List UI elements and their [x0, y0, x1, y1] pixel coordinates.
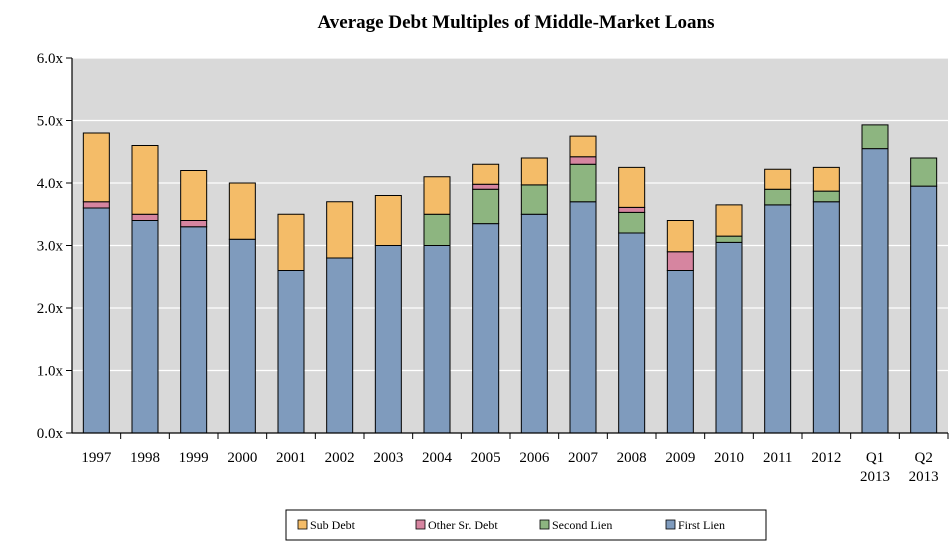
x-axis-ticks: 1997 1998 1999 2000 2001 2002 2003 2004 2005 2006…	[81, 433, 949, 485]
bar-segment	[666, 220, 694, 253]
bar-segment	[764, 188, 792, 206]
x-tick-label: Q2	[914, 450, 932, 466]
y-tick-label: 3.0x	[37, 239, 64, 255]
bar-segment	[618, 206, 646, 213]
y-tick-label: 0.0x	[37, 426, 64, 442]
legend-swatch	[415, 519, 426, 530]
bar-segment	[569, 201, 597, 434]
bar-segment	[423, 176, 451, 215]
bar-segment	[812, 201, 840, 434]
bar-segment	[618, 166, 646, 208]
bar-segment	[715, 241, 743, 434]
bar-segment	[812, 166, 840, 192]
bar-segment	[472, 223, 500, 434]
legend: Sub Debt Other Sr. Debt Second Lien First L…	[285, 509, 767, 541]
x-tick-label: 2008	[617, 450, 647, 466]
x-tick-label: 2004	[422, 450, 453, 466]
bar-segment	[374, 195, 402, 246]
legend-label: First Lien	[678, 518, 725, 532]
legend-label: Second Lien	[552, 518, 612, 532]
chart-title: Average Debt Multiples of Middle-Market …	[317, 12, 714, 33]
x-tick-label: 2007	[568, 450, 599, 466]
bar-segment	[82, 201, 110, 209]
bar-segment	[277, 270, 305, 434]
x-tick-label: 2006	[519, 450, 550, 466]
legend-label: Other Sr. Debt	[428, 518, 498, 532]
x-tick-label: 1997	[81, 450, 112, 466]
bar-segment	[764, 204, 792, 434]
bar-segment	[472, 188, 500, 225]
x-tick-label: 2003	[373, 450, 403, 466]
y-tick-label: 5.0x	[37, 114, 64, 130]
bar-segment	[861, 124, 889, 150]
legend-swatch	[297, 519, 308, 530]
bar-segment	[520, 157, 548, 186]
x-tick-label: 2012	[811, 450, 841, 466]
bar-segment	[520, 213, 548, 434]
bar-segment	[326, 257, 354, 434]
bar-segment	[666, 251, 694, 271]
x-tick-label: 1999	[179, 450, 209, 466]
bar-segment	[472, 183, 500, 190]
y-tick-label: 2.0x	[37, 301, 64, 317]
bar-segment	[715, 235, 743, 243]
bar-segment	[569, 135, 597, 158]
x-tick-label: Q1	[866, 450, 884, 466]
legend-swatch	[539, 519, 550, 530]
bar-segment	[180, 170, 208, 221]
bar-segment	[326, 201, 354, 259]
bar-segment	[131, 220, 159, 434]
bar-segment	[82, 132, 110, 203]
bar-segment	[910, 185, 938, 434]
y-tick-label: 6.0x	[37, 51, 64, 67]
x-tick-label: 2013	[909, 469, 939, 485]
bar-segment	[520, 184, 548, 215]
x-tick-label: 2009	[665, 450, 695, 466]
bar-segment	[228, 238, 256, 434]
legend-box	[285, 509, 767, 541]
legend-label: Sub Debt	[310, 518, 356, 532]
x-tick-label: 2005	[471, 450, 501, 466]
bar-segment	[277, 213, 305, 271]
bar-segment	[910, 157, 938, 187]
bar-segment	[423, 245, 451, 434]
gridlines	[72, 57, 948, 372]
bar-segment	[131, 213, 159, 221]
x-tick-label: 2002	[325, 450, 355, 466]
bar-segment	[861, 148, 889, 434]
x-tick-label: 2001	[276, 450, 306, 466]
x-tick-label: 2000	[227, 450, 257, 466]
bar-segment	[618, 232, 646, 434]
y-tick-label: 4.0x	[37, 176, 64, 192]
bar-segment	[666, 270, 694, 434]
bar-segment	[812, 190, 840, 203]
x-tick-label: 1998	[130, 450, 160, 466]
bar-segment	[569, 156, 597, 165]
bar-segment	[82, 207, 110, 434]
bar-segment	[618, 211, 646, 234]
bar-segment	[374, 245, 402, 434]
bar-segment	[472, 163, 500, 185]
y-axis-ticks: 0.0x 1.0x 2.0x 3.0x 4.0x 5.0x 6.0x	[37, 51, 72, 442]
bar-segment	[131, 145, 159, 215]
legend-swatch	[665, 519, 676, 530]
x-tick-label: 2011	[763, 450, 792, 466]
bars	[82, 124, 938, 434]
x-tick-label: 2013	[860, 469, 890, 485]
bar-segment	[764, 168, 792, 190]
x-tick-label: 2010	[714, 450, 744, 466]
bar-segment	[180, 220, 208, 228]
bar-segment	[180, 226, 208, 434]
bar-segment	[423, 213, 451, 246]
bar-segment	[569, 163, 597, 203]
bar-segment	[715, 204, 743, 237]
bar-segment	[228, 182, 256, 240]
y-tick-label: 1.0x	[37, 364, 64, 380]
